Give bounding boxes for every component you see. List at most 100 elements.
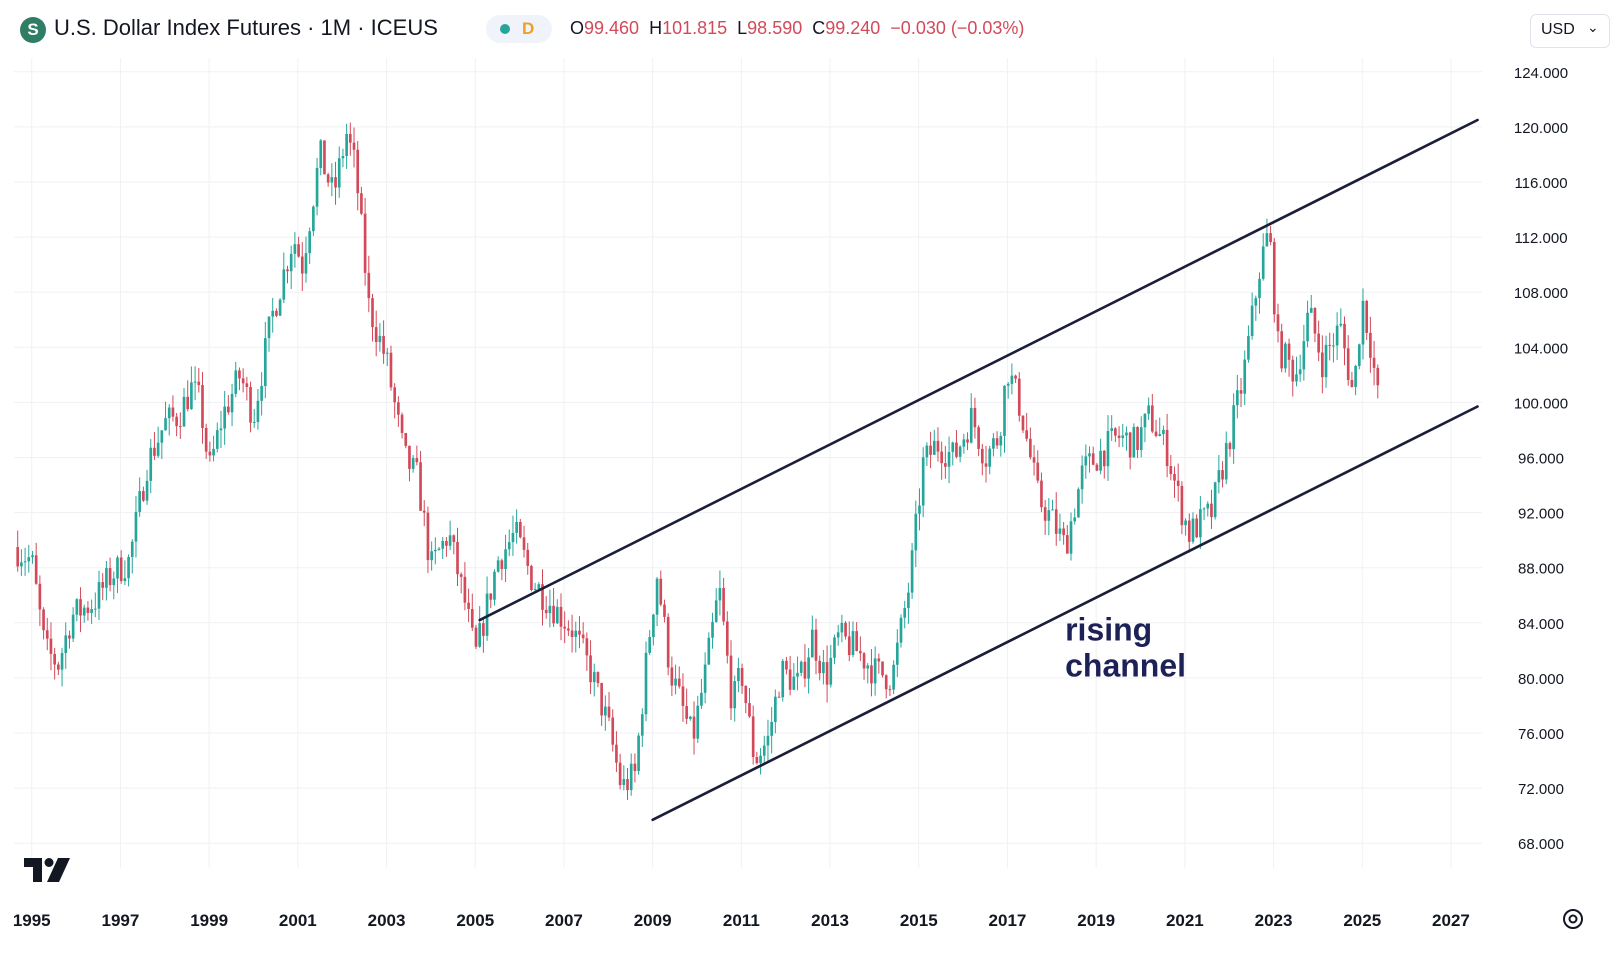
candle-body	[445, 540, 448, 546]
candle-body	[397, 402, 400, 415]
candle-body	[323, 140, 326, 175]
candle-body	[722, 588, 725, 622]
candle-body	[1276, 314, 1280, 332]
candle-body	[844, 622, 847, 637]
candle-body	[633, 763, 637, 772]
candle-body	[1191, 518, 1195, 542]
candle-body	[1117, 435, 1121, 438]
candle-body	[164, 418, 167, 431]
close-label: C	[812, 18, 826, 38]
candle-body	[1291, 359, 1295, 382]
candle-body	[1040, 480, 1043, 508]
candle-body	[785, 660, 788, 670]
trendlines[interactable]	[478, 118, 1479, 822]
candle-body	[862, 653, 866, 669]
candle-body	[659, 578, 663, 605]
candle-body	[337, 158, 341, 188]
candle-body	[289, 253, 293, 272]
candle-body	[1099, 450, 1102, 471]
candle-body	[988, 448, 992, 467]
candle-body	[245, 383, 249, 387]
candle-body	[692, 716, 696, 739]
candle-body	[419, 462, 422, 511]
candle-body	[581, 634, 585, 639]
candle-body	[1346, 348, 1350, 381]
candle-body	[677, 678, 681, 687]
candle-body	[570, 630, 574, 637]
candle-body	[23, 561, 27, 563]
candle-body	[825, 662, 829, 685]
y-tick-label: 120.000	[1514, 120, 1568, 137]
candle-body	[1043, 507, 1047, 521]
candle-body	[45, 630, 49, 639]
candle-body	[1221, 470, 1224, 480]
high-label: H	[649, 18, 663, 38]
y-tick-label: 84.000	[1518, 616, 1564, 633]
candle-body	[38, 583, 42, 610]
candle-body	[371, 298, 374, 328]
market-status-pill[interactable]: D	[486, 15, 552, 43]
candle-body	[511, 532, 515, 543]
candle-body	[973, 407, 977, 428]
candle-body	[530, 565, 533, 590]
candle-body	[504, 549, 507, 569]
candle-body	[345, 133, 348, 157]
candle-body	[1280, 331, 1284, 369]
candle-body	[637, 735, 640, 772]
currency-label: USD	[1541, 21, 1575, 38]
candle-body	[86, 607, 90, 613]
candle-body	[1210, 503, 1213, 518]
candle-body	[1313, 308, 1317, 334]
candle-body	[1369, 332, 1372, 358]
candle-body	[899, 617, 903, 643]
candle-body	[79, 599, 82, 616]
candle-body	[980, 448, 984, 464]
candle-body	[881, 661, 884, 676]
candle-body	[740, 667, 744, 686]
candle-body	[1236, 390, 1239, 406]
candle-body	[186, 396, 190, 410]
y-tick-label: 108.000	[1514, 285, 1568, 302]
candle-body	[105, 568, 108, 588]
candle-body	[1006, 383, 1010, 386]
candle-body	[1150, 405, 1154, 432]
candle-body	[474, 627, 478, 647]
settings-icon[interactable]	[1560, 906, 1586, 932]
candle-body	[1354, 365, 1357, 387]
currency-select[interactable]: USD ⌄	[1530, 14, 1610, 48]
candle-body	[1272, 242, 1276, 315]
candle-body	[663, 604, 666, 617]
candle-body	[382, 335, 385, 354]
candle-body	[1010, 375, 1014, 384]
candle-body	[489, 593, 493, 600]
tradingview-logo-icon[interactable]	[24, 858, 72, 884]
candle-body	[888, 689, 892, 691]
candle-body	[884, 675, 888, 690]
symbol-title[interactable]: U.S. Dollar Index Futures · 1M · ICEUS	[54, 15, 438, 40]
candle-body	[108, 568, 112, 586]
candle-body	[275, 310, 278, 316]
candle-body	[526, 549, 530, 566]
candles	[16, 122, 1380, 800]
candle-body	[541, 584, 544, 610]
candle-body	[1180, 485, 1184, 526]
candle-body	[1261, 246, 1265, 279]
candle-body	[777, 696, 781, 698]
candle-body	[182, 396, 186, 427]
x-tick-label: 2009	[634, 911, 672, 930]
candle-body	[892, 664, 895, 690]
candle-body	[910, 550, 914, 593]
candle-body	[68, 635, 71, 639]
candle-body	[393, 387, 397, 403]
candle-body	[555, 606, 559, 624]
symbol-logo-icon[interactable]: S	[20, 17, 46, 43]
candle-body	[840, 622, 844, 633]
candle-body	[855, 631, 858, 652]
x-axis[interactable]: 1995 1997 1999 2001 2003 2005 2007 2009 2011 2013…	[13, 911, 1470, 930]
candle-body	[16, 547, 20, 567]
candle-body	[1139, 427, 1143, 451]
candle-body	[312, 206, 315, 232]
y-axis[interactable]: 68.000 72.000 76.000 80.000 84.000 88.000 92.0…	[1514, 65, 1568, 853]
candle-body	[286, 269, 289, 272]
